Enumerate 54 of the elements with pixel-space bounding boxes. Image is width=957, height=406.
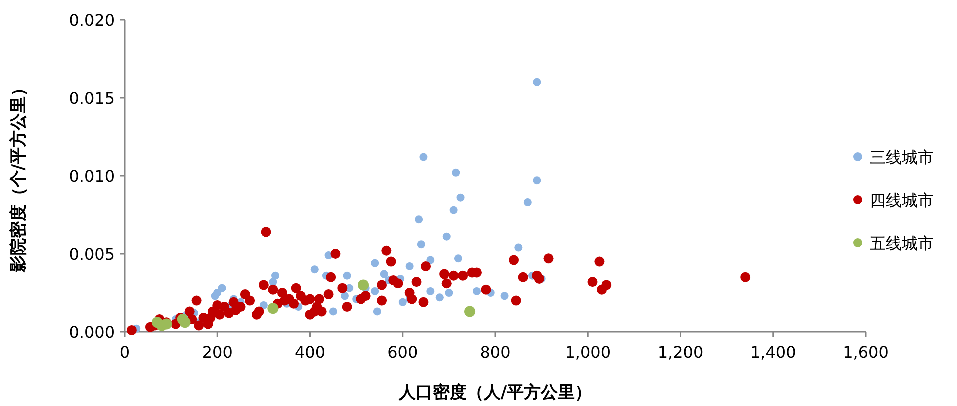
x-tick-label: 1,200: [658, 343, 704, 362]
y-tick-label: 0.000: [69, 323, 115, 342]
point: [398, 298, 407, 306]
point: [406, 262, 414, 270]
point: [426, 256, 435, 264]
legend-label: 五线城市: [870, 234, 934, 253]
point: [211, 292, 220, 300]
x-tick-label: 1,600: [843, 343, 889, 362]
point: [268, 303, 279, 314]
x-tick-label: 1,400: [750, 343, 796, 362]
point: [533, 176, 542, 185]
y-tick-label: 0.015: [69, 89, 115, 108]
point: [533, 78, 542, 86]
legend-label: 三线城市: [870, 148, 934, 167]
point: [417, 240, 426, 249]
point: [456, 194, 465, 202]
point: [500, 292, 509, 300]
point: [524, 198, 532, 207]
x-tick-label: 0: [120, 343, 130, 362]
point: [310, 266, 319, 274]
x-tick-label: 800: [480, 343, 511, 362]
y-tick-label: 0.005: [69, 245, 115, 264]
point: [436, 294, 444, 302]
point: [415, 216, 424, 224]
point: [442, 232, 451, 241]
point: [464, 306, 476, 318]
point: [452, 168, 460, 177]
point: [260, 301, 268, 310]
point: [420, 153, 428, 162]
x-tick-label: 600: [388, 343, 418, 362]
point: [329, 308, 338, 316]
point: [454, 254, 462, 263]
x-axis-title: 人口密度（人/平方公里）: [398, 383, 592, 403]
point: [380, 270, 388, 278]
legend-label: 四线城市: [870, 191, 934, 210]
point: [445, 289, 454, 297]
y-axis-title: 影院密度（个/平方公里）: [9, 79, 29, 274]
point: [450, 206, 458, 214]
point: [371, 287, 380, 296]
point: [177, 314, 188, 326]
y-tick-label: 0.010: [69, 167, 115, 186]
point: [514, 244, 523, 252]
point: [371, 259, 380, 268]
y-tick-label: 0.020: [69, 11, 115, 30]
point: [472, 287, 481, 296]
point: [426, 287, 435, 296]
x-tick-label: 1,000: [565, 343, 612, 362]
point: [373, 308, 382, 316]
point: [358, 280, 370, 291]
x-tick-label: 400: [294, 343, 326, 362]
point: [343, 272, 352, 280]
point: [272, 272, 280, 280]
point: [340, 292, 349, 300]
x-tick-label: 200: [202, 343, 233, 362]
